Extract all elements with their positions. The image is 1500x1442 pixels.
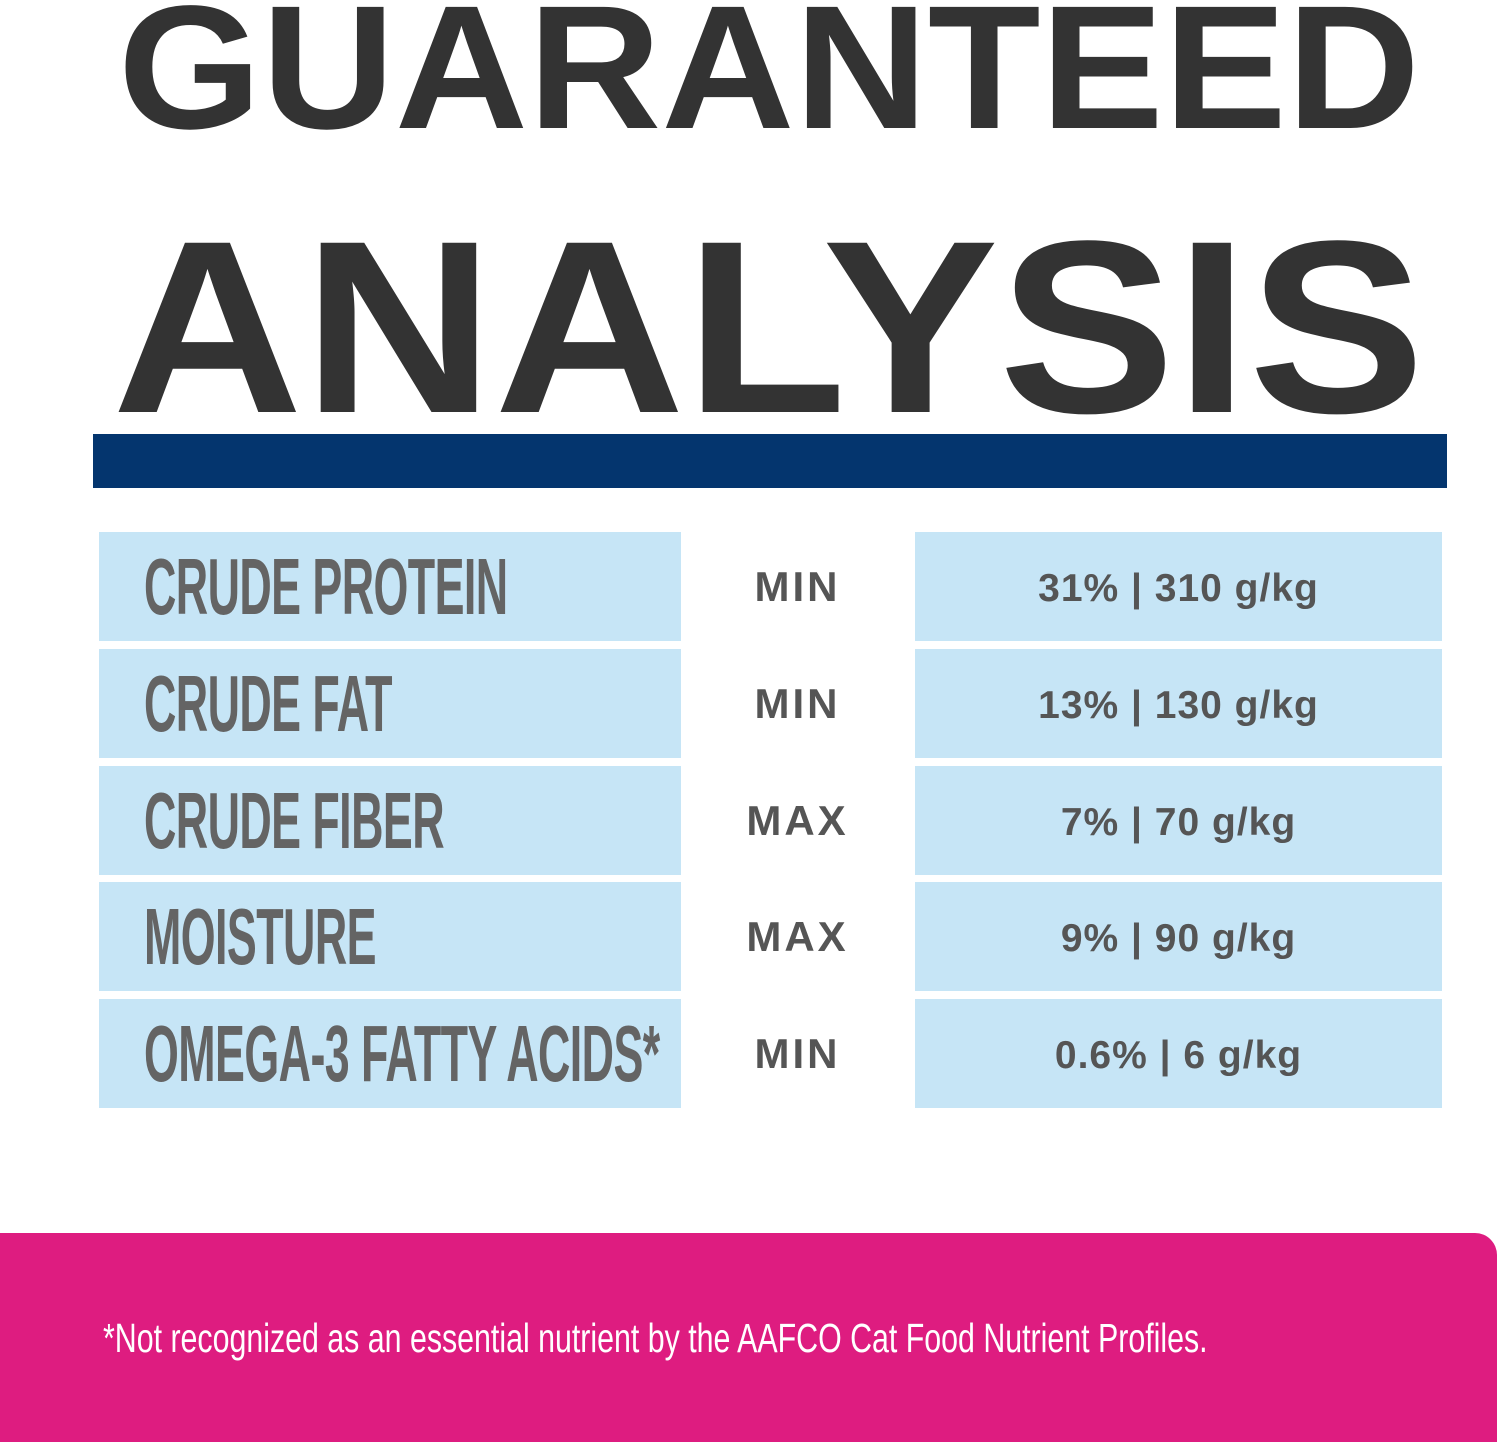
qualifier: MAX <box>746 913 849 960</box>
value-cell: 7% | 70 g/kg <box>915 766 1442 875</box>
table-row: CRUDE FAT MIN 13% | 130 g/kg <box>0 649 1500 758</box>
value-cell: 13% | 130 g/kg <box>915 649 1442 758</box>
title-line-2: ANALYSIS <box>112 190 1425 430</box>
value-cell: 0.6% | 6 g/kg <box>915 999 1442 1108</box>
nutrient-label: CRUDE PROTEIN <box>144 541 508 631</box>
nutrient-cell: CRUDE FIBER <box>99 766 681 875</box>
footnote-banner: *Not recognized as an essential nutrient… <box>0 1233 1497 1442</box>
value-cell: 31% | 310 g/kg <box>915 532 1442 641</box>
table-row: CRUDE PROTEIN MIN 31% | 310 g/kg <box>0 532 1500 641</box>
qualifier: MIN <box>754 563 841 610</box>
value-cell: 9% | 90 g/kg <box>915 882 1442 991</box>
footnote-text: *Not recognized as an essential nutrient… <box>103 1315 1208 1361</box>
nutrient-cell: CRUDE PROTEIN <box>99 532 681 641</box>
title-line-1: GUARANTEED <box>118 0 1420 166</box>
qualifier: MIN <box>754 680 841 727</box>
qualifier: MAX <box>746 797 849 844</box>
nutrient-cell: CRUDE FAT <box>99 649 681 758</box>
table-row: OMEGA-3 FATTY ACIDS* MIN 0.6% | 6 g/kg <box>0 999 1500 1108</box>
nutrient-label: OMEGA-3 FATTY ACIDS* <box>144 1008 660 1098</box>
divider-bar <box>93 434 1447 488</box>
nutrient-label: CRUDE FAT <box>144 658 393 748</box>
nutrient-cell: OMEGA-3 FATTY ACIDS* <box>99 999 681 1108</box>
qualifier: MIN <box>754 1030 841 1077</box>
page-title: GUARANTEED ANALYSIS <box>112 0 1425 430</box>
table-row: MOISTURE MAX 9% | 90 g/kg <box>0 882 1500 991</box>
nutrient-cell: MOISTURE <box>99 882 681 991</box>
nutrient-label: CRUDE FIBER <box>144 775 445 865</box>
nutrient-label: MOISTURE <box>144 891 377 981</box>
table-row: CRUDE FIBER MAX 7% | 70 g/kg <box>0 766 1500 875</box>
